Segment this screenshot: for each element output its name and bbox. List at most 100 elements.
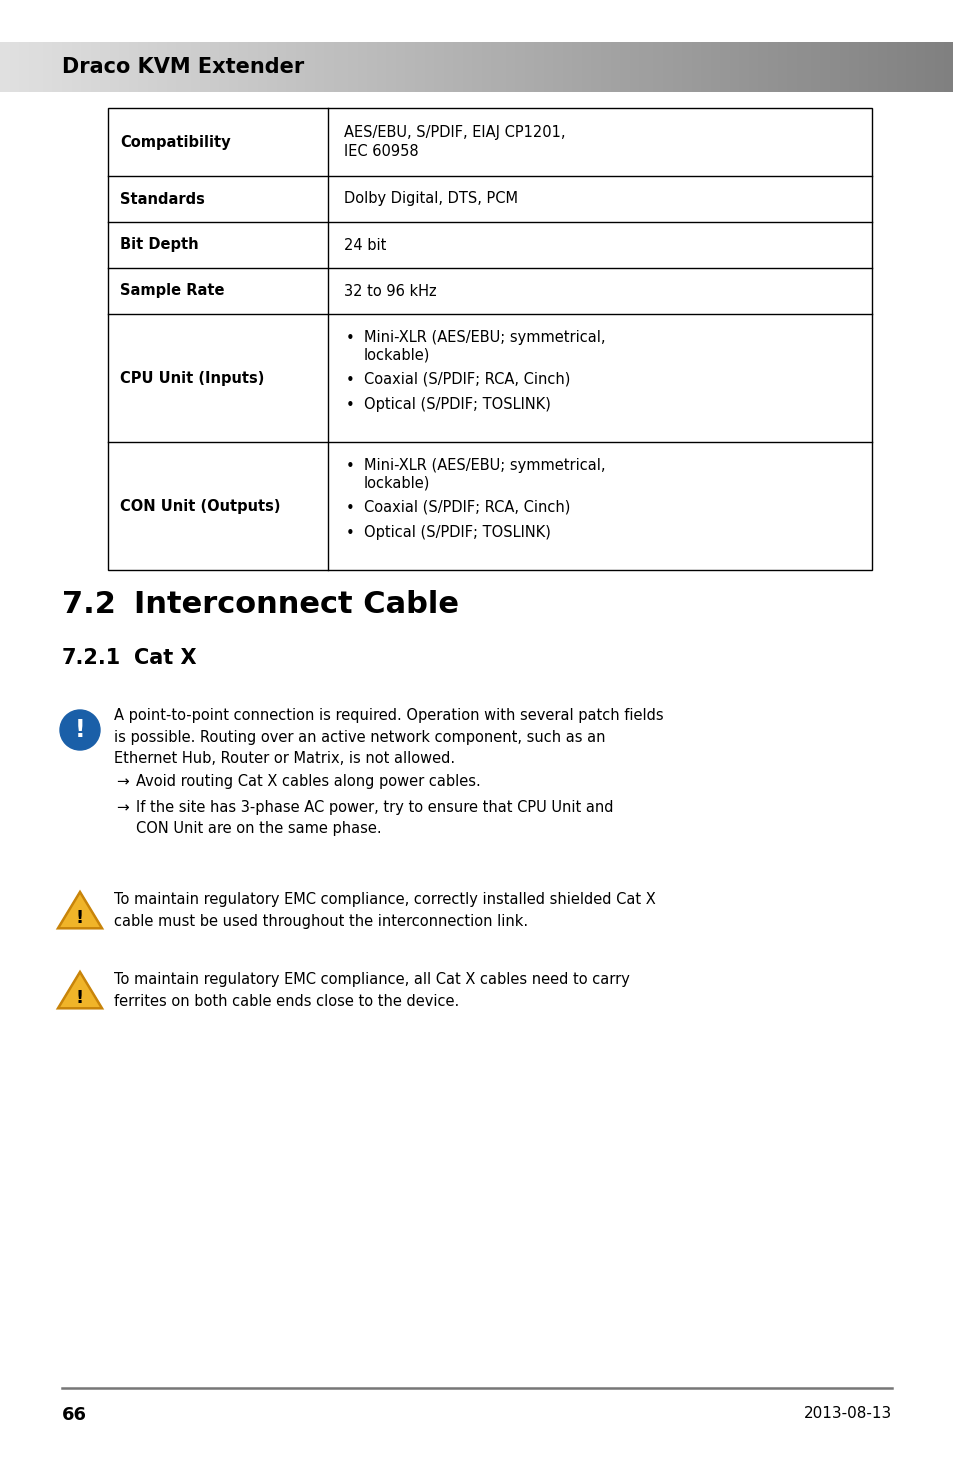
Bar bbox=[715, 41, 720, 91]
Bar bbox=[567, 41, 573, 91]
Text: CON Unit (Outputs): CON Unit (Outputs) bbox=[120, 499, 280, 513]
Bar bbox=[157, 41, 163, 91]
Polygon shape bbox=[58, 972, 102, 1009]
Bar bbox=[496, 41, 501, 91]
Bar bbox=[643, 41, 649, 91]
Bar bbox=[781, 41, 787, 91]
Bar bbox=[67, 41, 72, 91]
Bar bbox=[853, 41, 859, 91]
Text: lockable): lockable) bbox=[364, 347, 430, 361]
Bar bbox=[672, 41, 678, 91]
Bar bbox=[343, 41, 349, 91]
Bar bbox=[720, 41, 725, 91]
Text: To maintain regulatory EMC compliance, correctly installed shielded Cat X
cable : To maintain regulatory EMC compliance, c… bbox=[113, 892, 655, 929]
Bar bbox=[305, 41, 311, 91]
Text: Mini-XLR (AES/EBU; symmetrical,: Mini-XLR (AES/EBU; symmetrical, bbox=[364, 330, 605, 345]
Bar bbox=[391, 41, 396, 91]
Bar bbox=[929, 41, 935, 91]
Bar bbox=[57, 41, 63, 91]
Bar bbox=[81, 41, 87, 91]
Bar bbox=[758, 41, 763, 91]
Bar bbox=[615, 41, 620, 91]
Bar bbox=[119, 41, 125, 91]
Bar bbox=[877, 41, 882, 91]
Bar bbox=[786, 41, 792, 91]
Bar bbox=[357, 41, 363, 91]
Bar bbox=[543, 41, 549, 91]
Bar bbox=[843, 41, 849, 91]
Bar bbox=[86, 41, 91, 91]
Text: !: ! bbox=[76, 990, 84, 1007]
Text: •: • bbox=[346, 527, 355, 541]
Bar bbox=[729, 41, 735, 91]
Bar bbox=[429, 41, 435, 91]
Bar bbox=[167, 41, 172, 91]
Text: Coaxial (S/PDIF; RCA, Cinch): Coaxial (S/PDIF; RCA, Cinch) bbox=[364, 372, 570, 386]
Bar bbox=[348, 41, 354, 91]
Bar bbox=[238, 41, 244, 91]
Bar bbox=[281, 41, 287, 91]
Bar bbox=[419, 41, 425, 91]
Bar bbox=[934, 41, 940, 91]
Bar bbox=[915, 41, 921, 91]
Bar bbox=[634, 41, 639, 91]
Text: Optical (S/PDIF; TOSLINK): Optical (S/PDIF; TOSLINK) bbox=[364, 397, 550, 412]
Bar bbox=[229, 41, 234, 91]
Text: lockable): lockable) bbox=[364, 475, 430, 490]
Bar bbox=[319, 41, 325, 91]
Bar bbox=[10, 41, 15, 91]
Bar bbox=[920, 41, 925, 91]
Text: 66: 66 bbox=[62, 1406, 87, 1423]
Bar bbox=[324, 41, 330, 91]
Bar bbox=[662, 41, 668, 91]
Text: AES/EBU, S/PDIF, EIAJ CP1201,
IEC 60958: AES/EBU, S/PDIF, EIAJ CP1201, IEC 60958 bbox=[344, 124, 565, 159]
Text: •: • bbox=[346, 502, 355, 516]
Text: Sample Rate: Sample Rate bbox=[120, 283, 224, 298]
Bar bbox=[667, 41, 673, 91]
Bar bbox=[886, 41, 892, 91]
Bar bbox=[829, 41, 835, 91]
Text: If the site has 3-phase AC power, try to ensure that CPU Unit and
CON Unit are o: If the site has 3-phase AC power, try to… bbox=[136, 799, 613, 836]
Text: A point-to-point connection is required. Operation with several patch fields
is : A point-to-point connection is required.… bbox=[113, 708, 663, 766]
Text: Mini-XLR (AES/EBU; symmetrical,: Mini-XLR (AES/EBU; symmetrical, bbox=[364, 459, 605, 473]
Bar bbox=[138, 41, 144, 91]
Bar bbox=[462, 41, 468, 91]
Bar bbox=[372, 41, 377, 91]
Bar bbox=[648, 41, 654, 91]
Bar bbox=[700, 41, 706, 91]
Bar bbox=[253, 41, 258, 91]
Bar bbox=[62, 41, 68, 91]
Bar bbox=[210, 41, 215, 91]
Bar bbox=[124, 41, 130, 91]
Text: Bit Depth: Bit Depth bbox=[120, 237, 198, 252]
Bar bbox=[200, 41, 206, 91]
Bar bbox=[924, 41, 930, 91]
Bar bbox=[591, 41, 597, 91]
Bar bbox=[734, 41, 740, 91]
Bar bbox=[133, 41, 139, 91]
Bar bbox=[367, 41, 373, 91]
Bar bbox=[767, 41, 773, 91]
Bar bbox=[553, 41, 558, 91]
Bar bbox=[381, 41, 387, 91]
Bar bbox=[334, 41, 339, 91]
Bar bbox=[686, 41, 692, 91]
Text: •: • bbox=[346, 398, 355, 413]
Bar bbox=[810, 41, 816, 91]
Bar bbox=[329, 41, 335, 91]
Text: Avoid routing Cat X cables along power cables.: Avoid routing Cat X cables along power c… bbox=[136, 774, 480, 789]
Bar bbox=[105, 41, 111, 91]
Bar bbox=[395, 41, 401, 91]
Bar bbox=[262, 41, 268, 91]
Bar bbox=[796, 41, 801, 91]
Bar bbox=[791, 41, 797, 91]
Bar bbox=[24, 41, 30, 91]
Bar bbox=[639, 41, 644, 91]
Bar bbox=[386, 41, 392, 91]
Bar bbox=[882, 41, 887, 91]
Bar bbox=[33, 41, 39, 91]
Bar bbox=[624, 41, 630, 91]
Bar bbox=[538, 41, 544, 91]
Bar bbox=[424, 41, 430, 91]
Bar bbox=[943, 41, 949, 91]
